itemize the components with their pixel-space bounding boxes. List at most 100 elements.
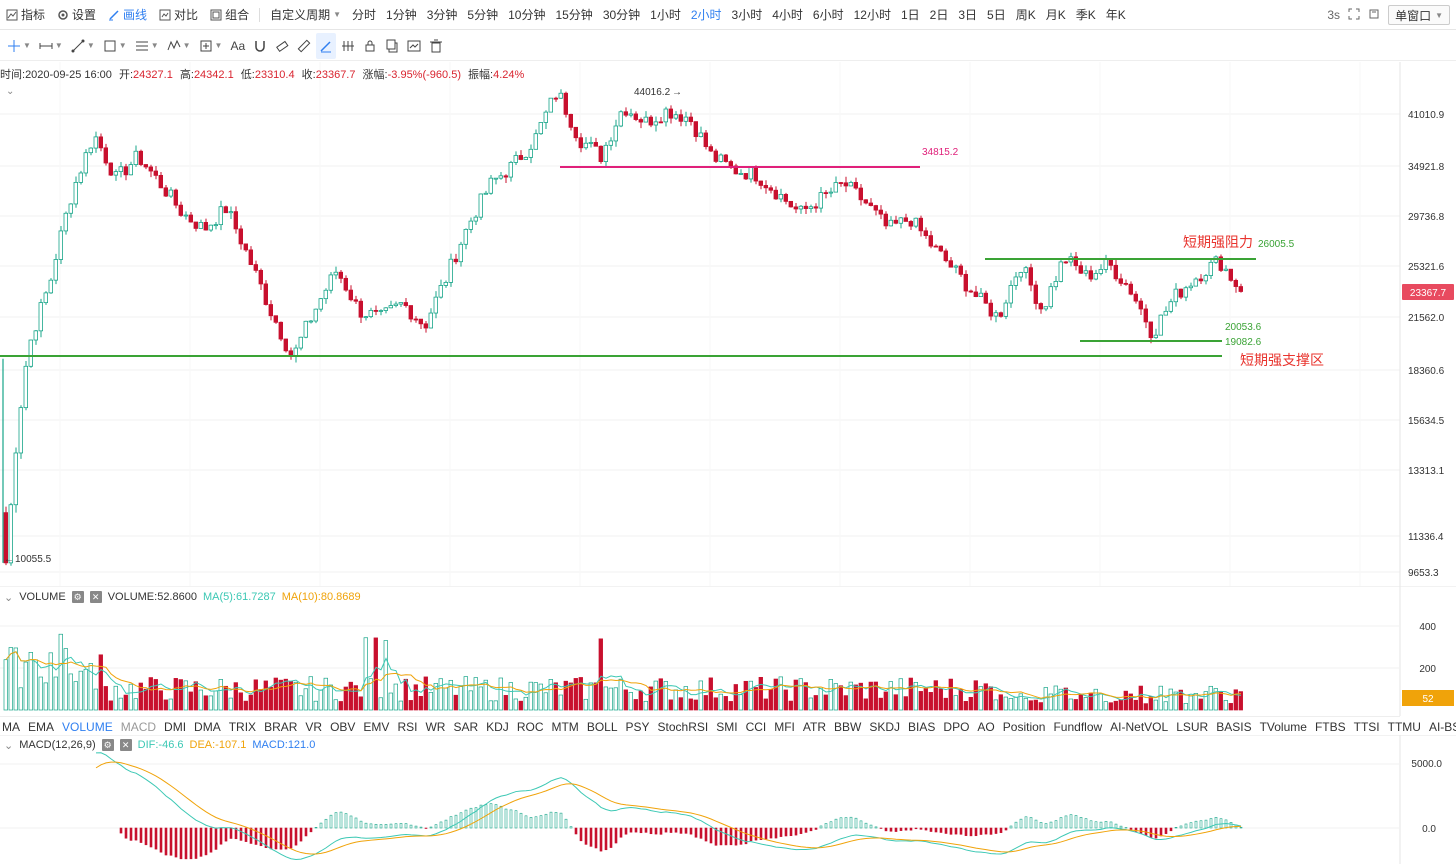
eraser-lines-tool[interactable] (272, 33, 292, 59)
indicator-tab-vr[interactable]: VR (305, 719, 323, 734)
period-15[interactable]: 3日 (958, 7, 978, 22)
period-14[interactable]: 2日 (929, 7, 949, 22)
text-tool[interactable]: Aa (227, 33, 248, 59)
wave-tool[interactable]: ▼ (164, 33, 194, 59)
indicator-tab-dpo[interactable]: DPO (943, 719, 970, 734)
candle-body (468, 220, 473, 230)
collapse-chevron-icon[interactable]: ⌄ (6, 86, 15, 97)
period-1[interactable]: 1分钟 (386, 7, 417, 22)
indicator-tab-ma[interactable]: MA (2, 719, 20, 734)
indicator-tab-volume[interactable]: VOLUME (62, 719, 113, 734)
indicator-tab-ai-bsi[interactable]: AI-BSI (1428, 719, 1456, 734)
period-13[interactable]: 1日 (900, 7, 920, 22)
copy-tool[interactable] (382, 33, 402, 59)
indicator-tab-obv[interactable]: OBV (330, 719, 356, 734)
indicator-tab-stochrsi[interactable]: StochRSI (657, 719, 709, 734)
volume-bar (683, 686, 688, 711)
delete-tool[interactable] (426, 33, 446, 59)
indicator-tab-ttmu[interactable]: TTMU (1387, 719, 1421, 734)
period-4[interactable]: 10分钟 (508, 7, 546, 22)
indicator-tab-sar[interactable]: SAR (453, 719, 479, 734)
macd-chart[interactable]: 5000.0 0.0 (0, 735, 1456, 864)
indicator-tab-atr[interactable]: ATR (802, 719, 827, 734)
visibility-tool[interactable] (338, 33, 358, 59)
crosshair-tool[interactable]: ▼ (4, 33, 34, 59)
collapse-chevron-icon[interactable]: ⌄ (4, 739, 14, 752)
magnet-tool[interactable] (250, 33, 270, 59)
fib-tool[interactable]: ▼ (132, 33, 162, 59)
indicator-tab-ema[interactable]: EMA (28, 719, 55, 734)
measure-tool[interactable]: ▼ (196, 33, 226, 59)
horizontal-ray-tool[interactable]: ▼ (36, 33, 66, 59)
volume-close-icon[interactable]: ✕ (89, 591, 102, 603)
custom-period-dropdown[interactable]: 自定义周期 ▼ (264, 0, 347, 30)
period-12[interactable]: 12小时 (853, 7, 891, 22)
indicator-tab-kdj[interactable]: KDJ (486, 719, 509, 734)
macd-close-icon[interactable]: ✕ (119, 739, 132, 751)
period-5[interactable]: 15分钟 (555, 7, 593, 22)
period-19[interactable]: 季K (1075, 7, 1096, 22)
compare-button[interactable]: 对比 (153, 0, 204, 30)
indicator-tab-bbw[interactable]: BBW (834, 719, 862, 734)
indicator-tab-macd[interactable]: MACD (120, 719, 157, 734)
indicator-tab-smi[interactable]: SMI (716, 719, 738, 734)
rectangle-tool[interactable]: ▼ (100, 33, 130, 59)
settings-button[interactable]: 设置 (51, 0, 102, 30)
collapse-chevron-icon[interactable]: ⌄ (4, 591, 14, 604)
period-11[interactable]: 6小时 (812, 7, 844, 22)
candle-body (1168, 301, 1173, 312)
indicator-tab-brar[interactable]: BRAR (264, 719, 298, 734)
indicator-tab-wr[interactable]: WR (425, 719, 446, 734)
indicator-tab-cci[interactable]: CCI (745, 719, 767, 734)
period-10[interactable]: 4小时 (772, 7, 803, 22)
indicators-button[interactable]: 指标 (0, 0, 51, 30)
period-2[interactable]: 3分钟 (426, 7, 458, 22)
indicator-tab-ftbs[interactable]: FTBS (1314, 719, 1346, 734)
indicator-tab-mfi[interactable]: MFI (774, 719, 795, 734)
period-8[interactable]: 2小时 (690, 7, 722, 22)
price-chart[interactable]: 41010.9 34921.8 29736.8 25321.6 21562.0 18360… (0, 62, 1456, 586)
indicator-tab-fundflow[interactable]: Fundflow (1053, 719, 1103, 734)
period-6[interactable]: 30分钟 (602, 7, 641, 22)
combo-button[interactable]: 组合 (204, 0, 255, 30)
indicator-tab-tvolume[interactable]: TVolume (1259, 719, 1307, 734)
indicator-tab-basis[interactable]: BASIS (1216, 719, 1252, 734)
period-16[interactable]: 5日 (987, 7, 1006, 22)
volume-settings-gear-icon[interactable]: ⚙ (71, 591, 84, 603)
indicator-tab-boll[interactable]: BOLL (586, 719, 618, 734)
indicator-tab-psy[interactable]: PSY (625, 719, 650, 734)
period-20[interactable]: 年K (1105, 7, 1126, 22)
ruler-tool[interactable] (294, 33, 314, 59)
period-17[interactable]: 周K (1015, 7, 1036, 22)
screenshot-tool[interactable] (404, 33, 424, 59)
period-0[interactable]: 分时 (352, 7, 377, 22)
indicator-tab-bias[interactable]: BIAS (908, 719, 936, 734)
indicator-tab-trix[interactable]: TRIX (228, 719, 257, 734)
lock-tool[interactable] (360, 33, 380, 59)
indicator-tab-emv[interactable]: EMV (363, 719, 390, 734)
indicator-tab-ao[interactable]: AO (977, 719, 995, 734)
macd-settings-gear-icon[interactable]: ⚙ (101, 739, 114, 751)
indicator-tab-position[interactable]: Position (1002, 719, 1046, 734)
period-9[interactable]: 3小时 (731, 7, 763, 22)
indicator-tab-dma[interactable]: DMA (194, 719, 221, 734)
volume-chart[interactable]: 400 200 52 (0, 586, 1456, 716)
restore-window-icon[interactable] (1368, 8, 1380, 23)
period-18[interactable]: 月K (1045, 7, 1066, 22)
refresh-interval[interactable]: 3s (1327, 8, 1341, 22)
indicator-tab-ai-netvol[interactable]: AI-NetVOL (1110, 719, 1169, 734)
indicator-tab-dmi[interactable]: DMI (164, 719, 187, 734)
indicator-tab-mtm[interactable]: MTM (551, 719, 579, 734)
indicator-tab-rsi[interactable]: RSI (397, 719, 418, 734)
draw-mode-tool[interactable] (316, 32, 337, 59)
indicator-tab-roc[interactable]: ROC (516, 719, 544, 734)
indicator-tab-skdj[interactable]: SKDJ (869, 719, 901, 734)
indicator-tab-lsur[interactable]: LSUR (1176, 719, 1209, 734)
window-mode-select[interactable]: 单窗口 ▼ (1388, 5, 1450, 25)
fullscreen-icon[interactable] (1348, 8, 1360, 23)
period-3[interactable]: 5分钟 (467, 7, 499, 22)
draw-button[interactable]: 画线 (102, 0, 153, 30)
indicator-tab-ttsi[interactable]: TTSI (1353, 719, 1380, 734)
trend-line-tool[interactable]: ▼ (68, 33, 98, 59)
period-7[interactable]: 1小时 (650, 7, 681, 22)
